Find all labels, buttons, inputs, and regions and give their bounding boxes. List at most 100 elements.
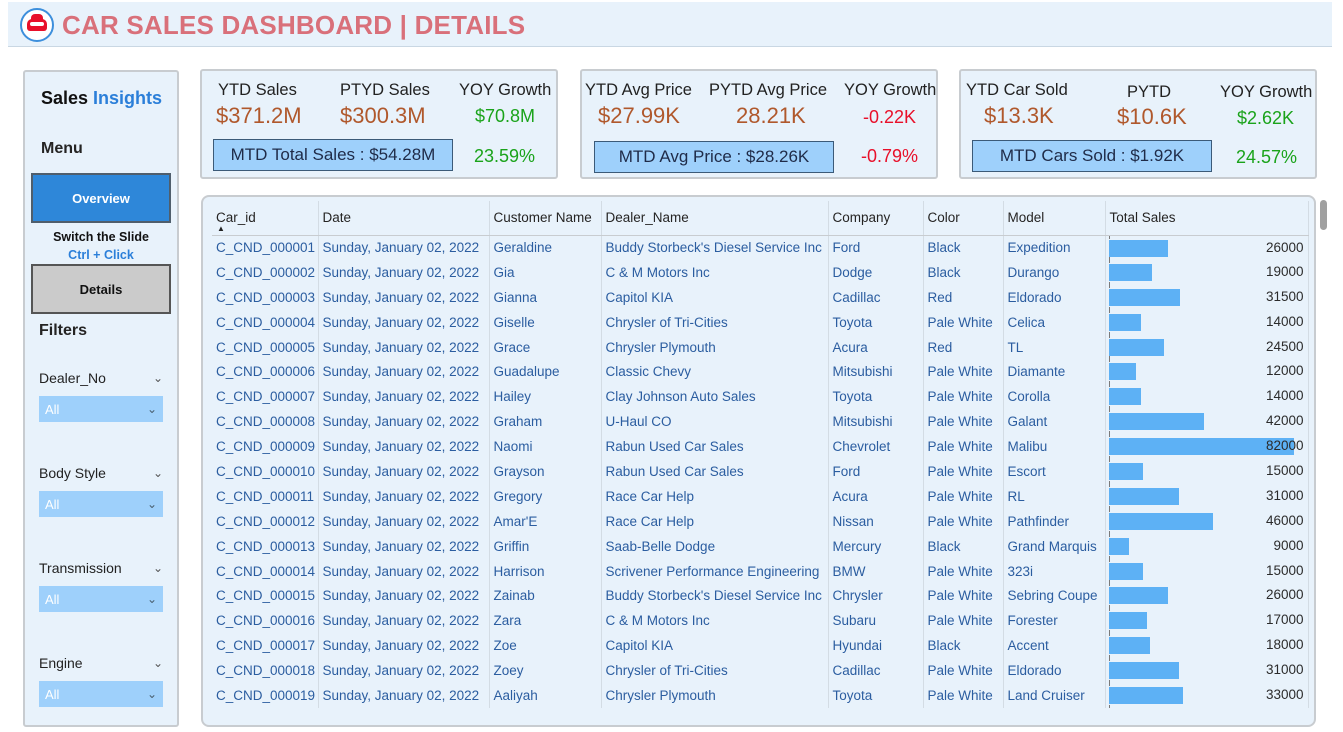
cell-car-id: C_CND_000007 xyxy=(212,384,319,410)
cell-customer-name: Hailey xyxy=(489,384,602,410)
table-row[interactable]: C_CND_000003 Sunday, January 02, 2022 Gian… xyxy=(212,284,1309,310)
chevron-down-icon[interactable]: ⌄ xyxy=(152,466,163,480)
cell-car-id: C_CND_000006 xyxy=(212,359,319,385)
cell-date: Sunday, January 02, 2022 xyxy=(318,633,490,659)
column-header-customer-name[interactable]: Customer Name xyxy=(489,201,602,236)
filter-header[interactable]: Engine ⌄ xyxy=(39,653,163,673)
mtd-total-sales-box: MTD Total Sales : $54.28M xyxy=(213,139,453,171)
table-row[interactable]: C_CND_000013 Sunday, January 02, 2022 Grif… xyxy=(212,533,1309,559)
column-header-car-id[interactable]: Car_id ▲ xyxy=(212,201,319,236)
menu-title: Menu xyxy=(41,140,83,157)
cell-customer-name: Gregory xyxy=(489,483,602,509)
cell-dealer-name: Saab-Belle Dodge xyxy=(601,533,829,559)
cell-color: Black xyxy=(923,259,1004,285)
ytd-sales-label: YTD Sales xyxy=(218,81,297,99)
column-header-dealer-name[interactable]: Dealer_Name xyxy=(601,201,829,236)
filter-header[interactable]: Body Style ⌄ xyxy=(39,463,163,483)
filter-label: Dealer_No xyxy=(39,370,106,386)
transmission-dropdown[interactable]: All ⌄ xyxy=(39,586,163,612)
filter-header[interactable]: Dealer_No ⌄ xyxy=(39,368,163,388)
table-header-row: Car_id ▲ Date Customer Name Dealer_Name C… xyxy=(212,201,1309,236)
table-row[interactable]: C_CND_000005 Sunday, January 02, 2022 Grac… xyxy=(212,334,1309,360)
column-header-company[interactable]: Company xyxy=(828,201,924,236)
body-style-dropdown[interactable]: All ⌄ xyxy=(39,491,163,517)
dealer-no-dropdown[interactable]: All ⌄ xyxy=(39,396,163,422)
cell-model: 323i xyxy=(1003,558,1106,584)
chevron-down-icon[interactable]: ⌄ xyxy=(152,656,163,670)
table-row[interactable]: C_CND_000001 Sunday, January 02, 2022 Gera… xyxy=(212,235,1309,260)
filter-label: Body Style xyxy=(39,465,106,481)
cell-color: Pale White xyxy=(923,434,1004,460)
cell-total-sales: 15000 xyxy=(1105,459,1309,484)
details-button[interactable]: Details xyxy=(31,264,171,314)
cell-model: Corolla xyxy=(1003,384,1106,410)
cell-color: Pale White xyxy=(923,683,1004,708)
table-row[interactable]: C_CND_000008 Sunday, January 02, 2022 Grah… xyxy=(212,409,1309,435)
switch-hint-shortcut: Ctrl + Click xyxy=(68,248,134,262)
total-sales-bar xyxy=(1108,612,1147,630)
cell-date: Sunday, January 02, 2022 xyxy=(318,583,490,609)
cell-model: Expedition xyxy=(1003,235,1106,260)
cell-dealer-name: Capitol KIA xyxy=(601,633,829,659)
cell-company: Toyota xyxy=(828,309,924,335)
yoy-growth-label: YOY Growth xyxy=(459,81,552,99)
car-logo-icon xyxy=(20,8,54,42)
cell-total-sales: 15000 xyxy=(1105,558,1309,584)
cell-date: Sunday, January 02, 2022 xyxy=(318,284,490,310)
kpi-card-avg-price: YTD Avg Price $27.99K PYTD Avg Price 28.… xyxy=(580,69,938,179)
cell-dealer-name: Classic Chevy xyxy=(601,359,829,385)
kpi-card-sales: YTD Sales $371.2M PTYD Sales $300.3M YOY… xyxy=(200,69,558,179)
table-row[interactable]: C_CND_000019 Sunday, January 02, 2022 Aali… xyxy=(212,683,1309,708)
table-row[interactable]: C_CND_000010 Sunday, January 02, 2022 Gray… xyxy=(212,459,1309,484)
column-header-date[interactable]: Date xyxy=(318,201,490,236)
cell-car-id: C_CND_000012 xyxy=(212,508,319,534)
table-row[interactable]: C_CND_000006 Sunday, January 02, 2022 Guad… xyxy=(212,359,1309,385)
table-scrollbar-thumb[interactable] xyxy=(1320,200,1327,230)
mtd-price-growth: -0.79% xyxy=(861,146,919,166)
column-header-color[interactable]: Color xyxy=(923,201,1004,236)
total-sales-bar xyxy=(1108,338,1164,356)
chevron-down-icon[interactable]: ⌄ xyxy=(152,561,163,575)
table-row[interactable]: C_CND_000014 Sunday, January 02, 2022 Harr… xyxy=(212,558,1309,584)
table-row[interactable]: C_CND_000002 Sunday, January 02, 2022 Gia C… xyxy=(212,259,1309,285)
column-header-total-sales[interactable]: Total Sales xyxy=(1105,201,1309,236)
chevron-down-icon[interactable]: ⌄ xyxy=(152,371,163,385)
table-row[interactable]: C_CND_000015 Sunday, January 02, 2022 Zain… xyxy=(212,583,1309,609)
chevron-down-icon: ⌄ xyxy=(146,402,157,416)
mtd-cars-growth: 24.57% xyxy=(1236,147,1298,167)
total-sales-value: 31500 xyxy=(1265,288,1304,304)
cell-customer-name: Aaliyah xyxy=(489,683,602,708)
dropdown-value: All xyxy=(45,686,60,702)
header-bar: CAR SALES DASHBOARD | DETAILS xyxy=(8,2,1332,47)
cell-company: Mitsubishi xyxy=(828,359,924,385)
cell-model: Galant xyxy=(1003,409,1106,435)
cell-date: Sunday, January 02, 2022 xyxy=(318,384,490,410)
table-row[interactable]: C_CND_000009 Sunday, January 02, 2022 Naom… xyxy=(212,434,1309,460)
cell-date: Sunday, January 02, 2022 xyxy=(318,608,490,634)
table-row[interactable]: C_CND_000016 Sunday, January 02, 2022 Zara… xyxy=(212,608,1309,634)
table-row[interactable]: C_CND_000007 Sunday, January 02, 2022 Hail… xyxy=(212,384,1309,410)
cell-total-sales: 18000 xyxy=(1105,633,1309,659)
cell-car-id: C_CND_000017 xyxy=(212,633,319,659)
cell-customer-name: Zoe xyxy=(489,633,602,659)
table-row[interactable]: C_CND_000012 Sunday, January 02, 2022 Amar… xyxy=(212,508,1309,534)
cell-total-sales: 9000 xyxy=(1105,533,1309,559)
total-sales-bar xyxy=(1108,363,1136,381)
column-header-model[interactable]: Model xyxy=(1003,201,1106,236)
table-row[interactable]: C_CND_000011 Sunday, January 02, 2022 Greg… xyxy=(212,483,1309,509)
overview-button[interactable]: Overview xyxy=(31,173,171,223)
cell-dealer-name: Capitol KIA xyxy=(601,284,829,310)
cell-company: Subaru xyxy=(828,608,924,634)
filter-header[interactable]: Transmission ⌄ xyxy=(39,558,163,578)
cell-color: Black xyxy=(923,533,1004,559)
table-row[interactable]: C_CND_000018 Sunday, January 02, 2022 Zoey… xyxy=(212,658,1309,684)
cell-customer-name: Zainab xyxy=(489,583,602,609)
table-row[interactable]: C_CND_000017 Sunday, January 02, 2022 Zoe C… xyxy=(212,633,1309,659)
table-row[interactable]: C_CND_000004 Sunday, January 02, 2022 Gise… xyxy=(212,309,1309,335)
cell-color: Red xyxy=(923,334,1004,360)
cell-color: Pale White xyxy=(923,309,1004,335)
filters-title: Filters xyxy=(39,322,88,339)
engine-dropdown[interactable]: All ⌄ xyxy=(39,681,163,707)
cell-company: Chrysler xyxy=(828,583,924,609)
cell-model: Pathfinder xyxy=(1003,508,1106,534)
